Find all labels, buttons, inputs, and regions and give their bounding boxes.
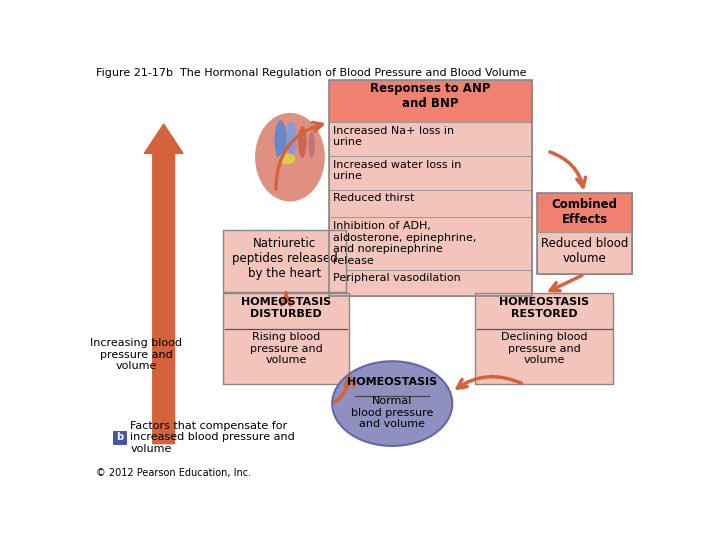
Text: Combined
Effects: Combined Effects: [552, 198, 618, 226]
Ellipse shape: [255, 113, 325, 201]
Text: © 2012 Pearson Education, Inc.: © 2012 Pearson Education, Inc.: [96, 468, 251, 478]
Bar: [329, 156, 532, 190]
Bar: [329, 217, 532, 269]
Bar: [537, 193, 631, 232]
Bar: [537, 193, 631, 274]
Text: Declining blood
pressure and
volume: Declining blood pressure and volume: [501, 332, 588, 365]
Ellipse shape: [287, 121, 297, 157]
FancyArrow shape: [144, 124, 183, 444]
Text: Increased water loss in
urine: Increased water loss in urine: [333, 159, 462, 181]
Text: Peripheral vasodilation: Peripheral vasodilation: [333, 273, 461, 284]
Bar: [329, 80, 532, 296]
Ellipse shape: [332, 361, 452, 446]
Text: HOMEOSTASIS: HOMEOSTASIS: [347, 377, 437, 387]
Text: b: b: [116, 433, 123, 442]
Bar: [113, 431, 126, 444]
Text: Normal
blood pressure
and volume: Normal blood pressure and volume: [351, 396, 433, 429]
Bar: [223, 231, 346, 292]
Text: Responses to ANP
and BNP: Responses to ANP and BNP: [370, 83, 490, 110]
Bar: [329, 190, 532, 217]
Text: HOMEOSTASIS
RESTORED: HOMEOSTASIS RESTORED: [499, 298, 589, 319]
Bar: [329, 122, 532, 156]
Bar: [475, 294, 613, 384]
Text: Natriuretic
peptides released
by the heart: Natriuretic peptides released by the hea…: [232, 237, 338, 280]
Text: Reduced blood
volume: Reduced blood volume: [541, 237, 628, 265]
Bar: [223, 294, 349, 384]
Text: Reduced thirst: Reduced thirst: [333, 193, 415, 204]
Text: Increasing blood
pressure and
volume: Increasing blood pressure and volume: [91, 338, 182, 372]
Text: Increased Na+ loss in
urine: Increased Na+ loss in urine: [333, 126, 454, 147]
Text: Inhibition of ADH,
aldosterone, epinephrine,
and norepinephrine
release: Inhibition of ADH, aldosterone, epinephr…: [333, 221, 477, 266]
Ellipse shape: [309, 132, 315, 158]
Ellipse shape: [298, 126, 307, 158]
Ellipse shape: [274, 120, 287, 160]
Text: Figure 21-17b  The Hormonal Regulation of Blood Pressure and Blood Volume: Figure 21-17b The Hormonal Regulation of…: [96, 68, 527, 78]
Text: Factors that compensate for
increased blood pressure and
volume: Factors that compensate for increased bl…: [130, 421, 295, 454]
Bar: [329, 269, 532, 296]
Bar: [329, 80, 532, 122]
Text: HOMEOSTASIS
DISTURBED: HOMEOSTASIS DISTURBED: [241, 298, 331, 319]
Bar: [537, 232, 631, 274]
Text: Rising blood
pressure and
volume: Rising blood pressure and volume: [250, 332, 323, 365]
Ellipse shape: [279, 153, 295, 164]
